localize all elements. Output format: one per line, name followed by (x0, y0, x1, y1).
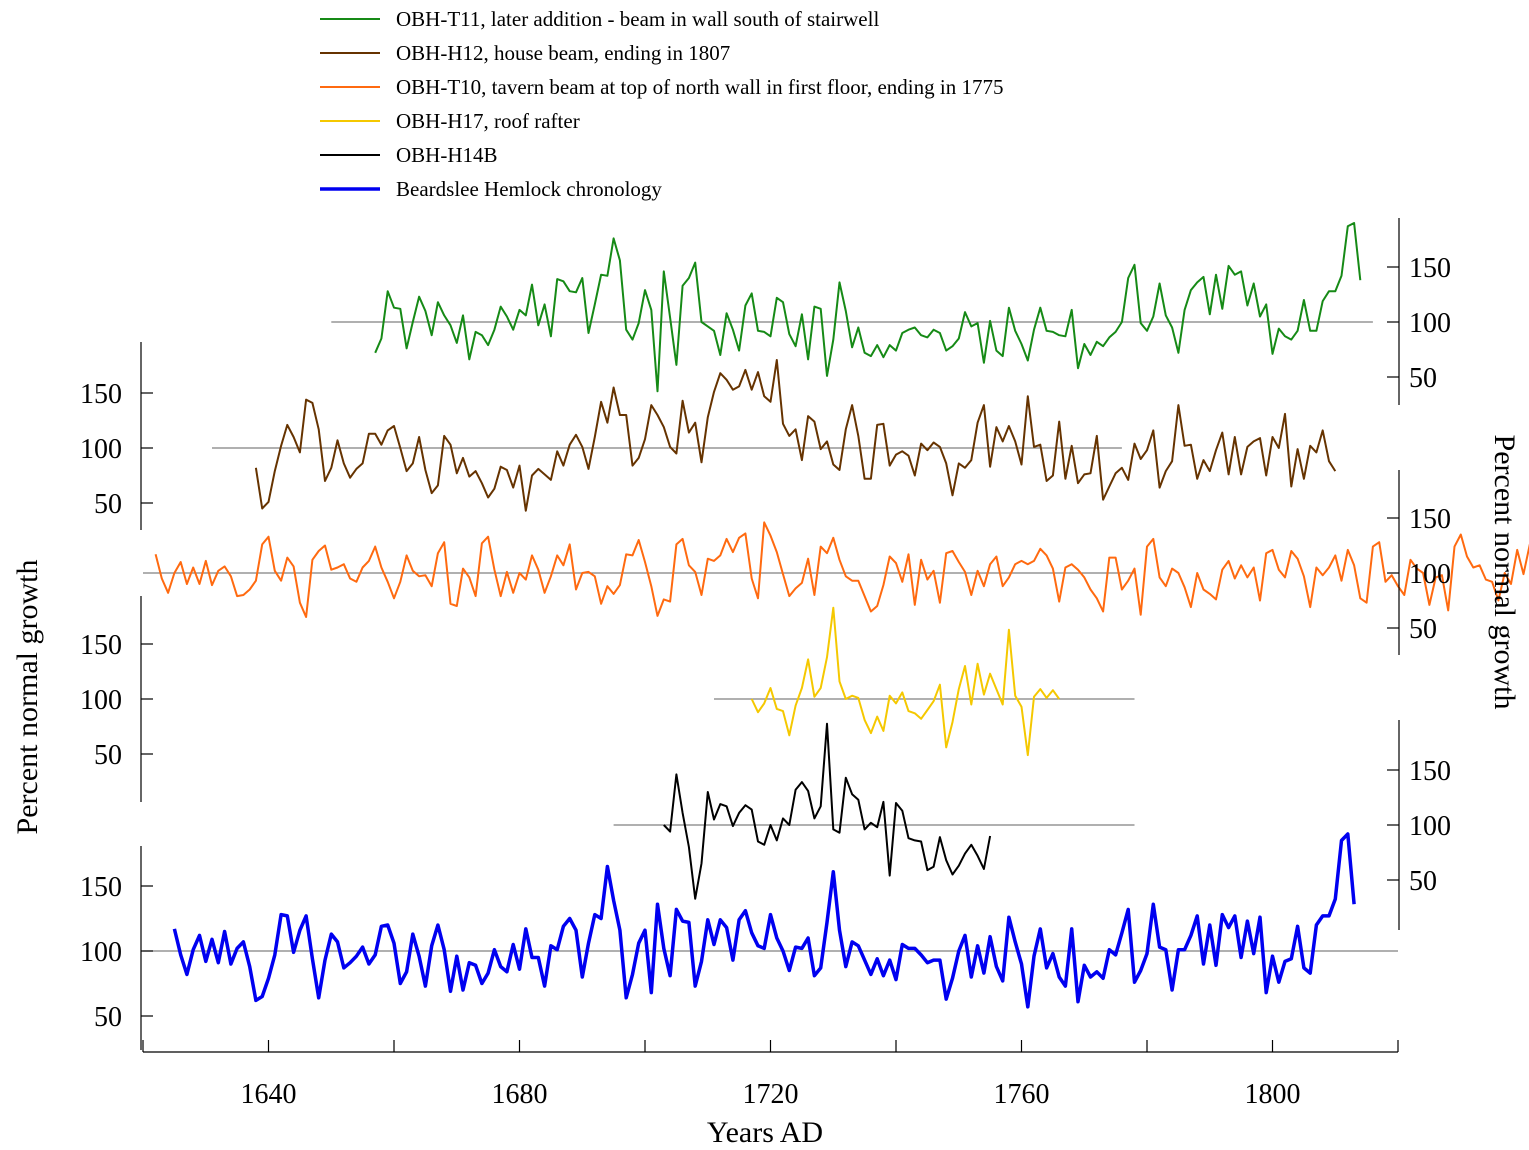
series-5-y-tick-label: 100 (1409, 811, 1451, 842)
x-tick-label: 1720 (743, 1079, 799, 1110)
legend: OBH-T11, later addition - beam in wall s… (320, 7, 1003, 201)
series-1-y-tick-label: 100 (1409, 308, 1451, 339)
x-axis-title: Years AD (707, 1116, 823, 1149)
x-tick-label: 1760 (994, 1079, 1050, 1110)
series-6-y-tick-label: 150 (80, 872, 122, 903)
series-4-y-tick-label: 150 (80, 630, 122, 661)
series-3-y-tick-label: 50 (1409, 614, 1437, 645)
y-axes: 50 100 150 50 100 150 50 100 150 50 100 150 50 100 150… (80, 218, 1451, 1050)
series-3-y-tick-label: 150 (1409, 504, 1451, 535)
series-1-legend-label: OBH-T11, later addition - beam in wall s… (396, 7, 879, 31)
series-lines (154, 222, 1529, 1009)
series-4-y-tick-label: 50 (94, 740, 122, 771)
x-tick-label: 1640 (241, 1079, 297, 1110)
series-5-legend-label: OBH-H14B (396, 143, 498, 167)
series-4-y-tick-label: 100 (80, 685, 122, 716)
series-4-legend-label: OBH-H17, roof rafter (396, 109, 580, 133)
x-tick-label: 1680 (492, 1079, 548, 1110)
y-axis-title-right: Percent normal growth (1488, 435, 1521, 710)
series-2-y-tick-label: 150 (80, 379, 122, 410)
series-2-line (254, 359, 1337, 512)
series-1-y-tick-label: 50 (1409, 363, 1437, 394)
series-1-line (374, 222, 1362, 393)
series-6-legend-label: Beardslee Hemlock chronology (396, 177, 662, 201)
x-tick-label: 1800 (1245, 1079, 1301, 1110)
series-6-y-tick-label: 100 (80, 937, 122, 968)
series-6-line (172, 832, 1356, 1009)
x-axis: 1640 1680 1720 1760 1800 (142, 1040, 1399, 1110)
reference-lines (143, 321, 1398, 952)
series-5-y-tick-label: 50 (1409, 866, 1437, 897)
series-3-legend-label: OBH-T10, tavern beam at top of north wal… (396, 75, 1003, 99)
series-3-line (154, 521, 1529, 618)
series-2-y-tick-label: 100 (80, 434, 122, 465)
y-axis-title-left: Percent normal growth (11, 560, 44, 835)
series-2-legend-label: OBH-H12, house beam, ending in 1807 (396, 41, 730, 65)
series-6-y-tick-label: 50 (94, 1002, 122, 1033)
series-2-y-tick-label: 50 (94, 489, 122, 520)
series-5-line (663, 722, 992, 900)
series-1-y-tick-label: 150 (1409, 253, 1451, 284)
series-5-y-tick-label: 150 (1409, 756, 1451, 787)
series-3-y-tick-label: 100 (1409, 559, 1451, 590)
series-4-line (750, 606, 1061, 757)
